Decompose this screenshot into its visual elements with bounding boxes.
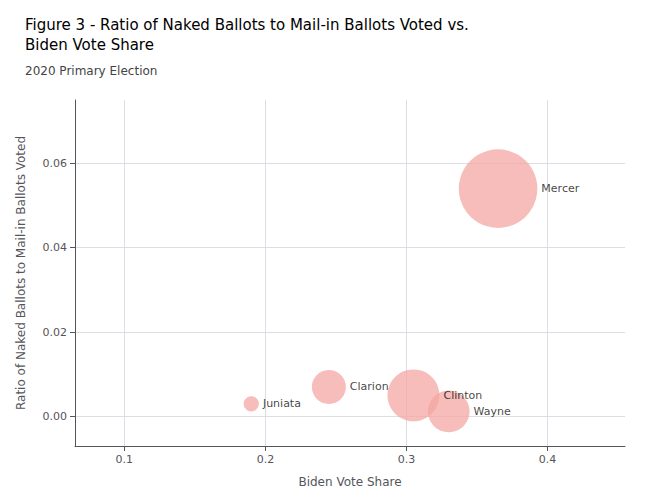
svg-text:Mercer: Mercer bbox=[541, 182, 579, 195]
svg-text:Biden Vote Share: Biden Vote Share bbox=[25, 36, 154, 54]
svg-text:0.2: 0.2 bbox=[257, 453, 275, 466]
svg-text:0.04: 0.04 bbox=[43, 241, 68, 254]
svg-text:Juniata: Juniata bbox=[262, 397, 301, 410]
svg-text:Wayne: Wayne bbox=[474, 405, 511, 418]
svg-text:Ratio of Naked Ballots to Mail: Ratio of Naked Ballots to Mail-in Ballot… bbox=[14, 136, 28, 410]
svg-text:Figure 3 - Ratio of Naked Ball: Figure 3 - Ratio of Naked Ballots to Mai… bbox=[25, 16, 469, 34]
svg-text:0.06: 0.06 bbox=[43, 157, 68, 170]
svg-text:0.00: 0.00 bbox=[43, 410, 68, 423]
svg-text:2020 Primary Election: 2020 Primary Election bbox=[25, 64, 157, 78]
svg-text:Clarion: Clarion bbox=[350, 380, 389, 393]
svg-text:0.4: 0.4 bbox=[539, 453, 557, 466]
svg-text:Clinton: Clinton bbox=[443, 389, 482, 402]
svg-text:0.02: 0.02 bbox=[43, 326, 68, 339]
svg-text:0.1: 0.1 bbox=[116, 453, 134, 466]
svg-text:0.3: 0.3 bbox=[398, 453, 416, 466]
svg-text:Biden Vote Share: Biden Vote Share bbox=[298, 475, 401, 489]
